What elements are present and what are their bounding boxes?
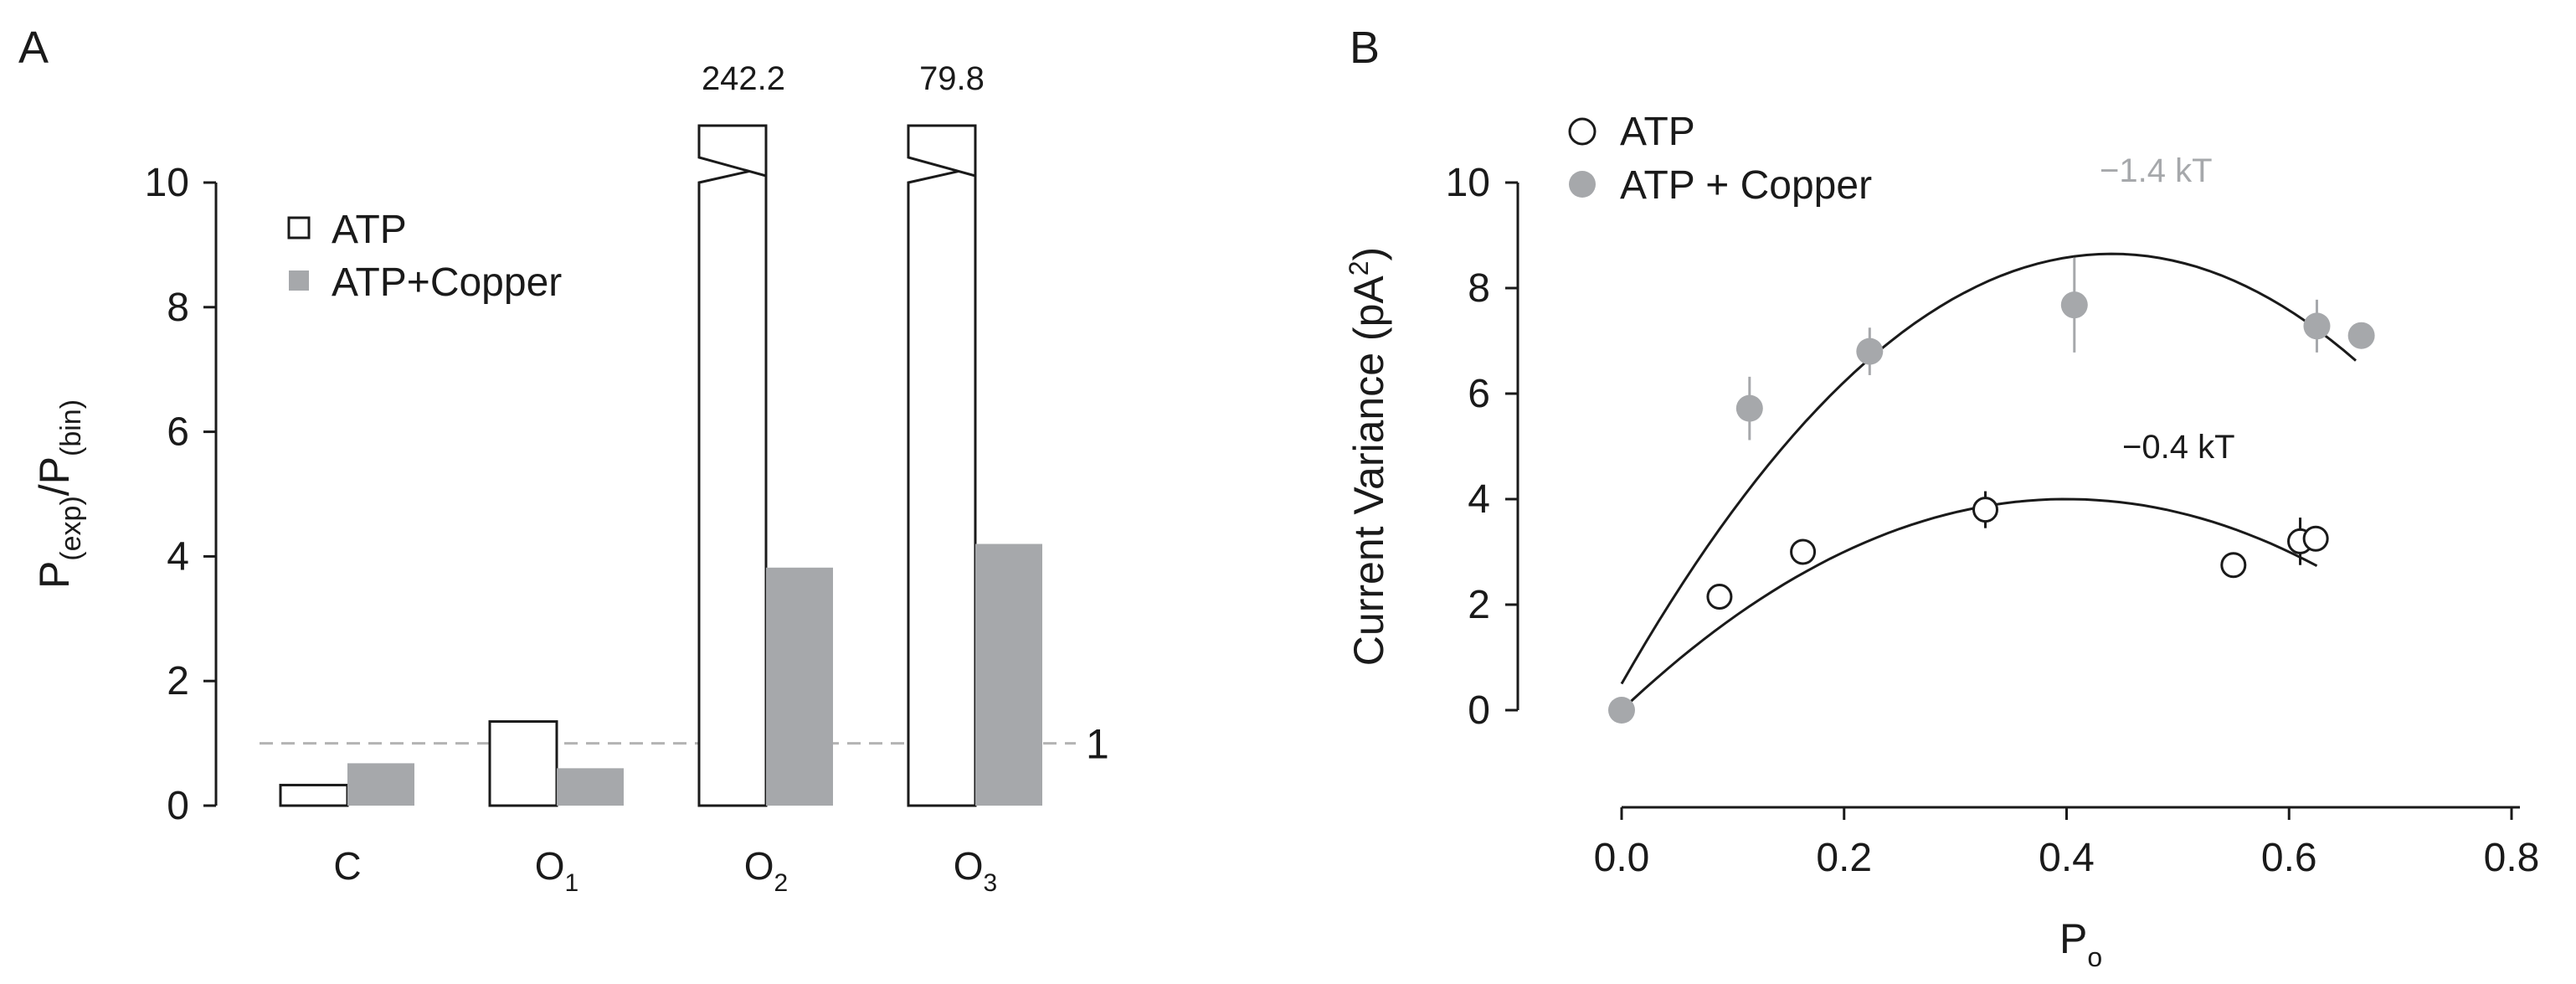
x-tick-label: C: [333, 844, 361, 888]
data-point-copper: [2303, 312, 2331, 340]
panel-b-x-ticks: 0.0 0.2 0.4 0.6 0.8: [1594, 807, 2540, 880]
panel-b-legend: ATP ATP + Copper: [1568, 110, 1872, 208]
legend-label-atp: ATP: [332, 208, 407, 252]
legend-swatch-atp: [287, 216, 311, 240]
x-tick-label: O2: [744, 844, 788, 897]
legend-marker-atp: [1568, 117, 1597, 146]
x-tick-label: 0.8: [2484, 836, 2540, 880]
fit-label-atp: −0.4 kT: [2122, 429, 2235, 466]
panel-a-x-labels: C O1 O2 O3: [333, 844, 997, 897]
bar-atp: [279, 783, 349, 807]
y-tick-label: 4: [167, 534, 189, 579]
bar-atp-upper: [697, 124, 768, 178]
bar-atp-lower: [697, 166, 768, 807]
y-tick-label: 6: [1468, 372, 1490, 416]
panel-a-bars: [279, 124, 1042, 807]
legend-label-atp: ATP: [1620, 110, 1695, 154]
x-tick-label: O3: [954, 844, 997, 897]
panel-a-y-ticks: 0 2 4 6 8 10: [145, 161, 216, 828]
panel-a-label: A: [18, 23, 49, 73]
panel-b-y-label: Current Variance (pA2): [1344, 247, 1392, 666]
panel-b-label: B: [1350, 23, 1380, 73]
legend-label-copper: ATP + Copper: [1620, 163, 1872, 208]
data-point-copper: [2347, 322, 2375, 349]
fit-label-copper: −1.4 kT: [2100, 152, 2213, 189]
data-point-copper: [2060, 291, 2088, 319]
data-point-copper: [1608, 697, 1635, 724]
bar-break-label-o2: 242.2: [702, 60, 785, 97]
data-point-atp: [1972, 497, 1999, 523]
y-tick-label: 10: [145, 161, 189, 205]
panel-b-x-label: Po: [2059, 915, 2102, 972]
x-tick-label: 0.6: [2261, 836, 2317, 880]
x-tick-label: 0.0: [1594, 836, 1650, 880]
panel-a-y-label: P(exp)/P(bin): [31, 399, 87, 589]
bar-atp-upper: [907, 124, 977, 178]
y-tick-label: 4: [1468, 477, 1490, 522]
fit-curve-copper: [1620, 252, 2357, 685]
data-point-copper: [1856, 337, 1884, 365]
y-tick-label: 0: [167, 784, 189, 828]
panel-a: A 0 2 4 6 8 10 P(exp)/P(bin) 1 242.2 79.8 C O…: [18, 23, 1109, 897]
data-point-copper: [1735, 394, 1763, 422]
bar-break-label-o3: 79.8: [919, 60, 985, 97]
y-tick-label: 10: [1446, 161, 1490, 205]
panel-b: B 0 2 4 6 8 10 0.0 0.2 0.4 0.6 0.8 Current Varian…: [1344, 23, 2539, 972]
y-tick-label: 2: [1468, 583, 1490, 627]
bar-copper: [557, 768, 624, 806]
bar-atp: [488, 720, 558, 807]
data-point-atp: [2302, 525, 2329, 552]
y-tick-label: 8: [167, 286, 189, 330]
x-tick-label: 0.2: [1816, 836, 1872, 880]
x-tick-label: 0.4: [2039, 836, 2095, 880]
reference-line-label: 1: [1086, 721, 1109, 768]
fit-curve-atp: [1620, 497, 2318, 712]
legend-swatch-copper: [289, 270, 309, 291]
legend-marker-copper: [1569, 171, 1596, 198]
y-tick-label: 6: [167, 410, 189, 455]
legend-label-copper: ATP+Copper: [332, 260, 562, 305]
data-point-atp: [1706, 584, 1733, 610]
bar-copper: [766, 567, 833, 806]
y-tick-label: 0: [1468, 688, 1490, 733]
panel-b-y-ticks: 0 2 4 6 8 10: [1446, 161, 1518, 733]
bar-copper: [975, 544, 1042, 806]
panel-b-plot: [1608, 252, 2375, 724]
x-tick-label: O1: [535, 844, 578, 897]
y-tick-label: 8: [1468, 266, 1490, 311]
data-point-atp: [1790, 538, 1817, 565]
bar-copper: [347, 763, 414, 806]
y-tick-label: 2: [167, 659, 189, 703]
bar-atp-lower: [907, 166, 977, 807]
data-point-atp: [2220, 552, 2247, 579]
panel-a-legend: ATP ATP+Copper: [287, 208, 562, 305]
